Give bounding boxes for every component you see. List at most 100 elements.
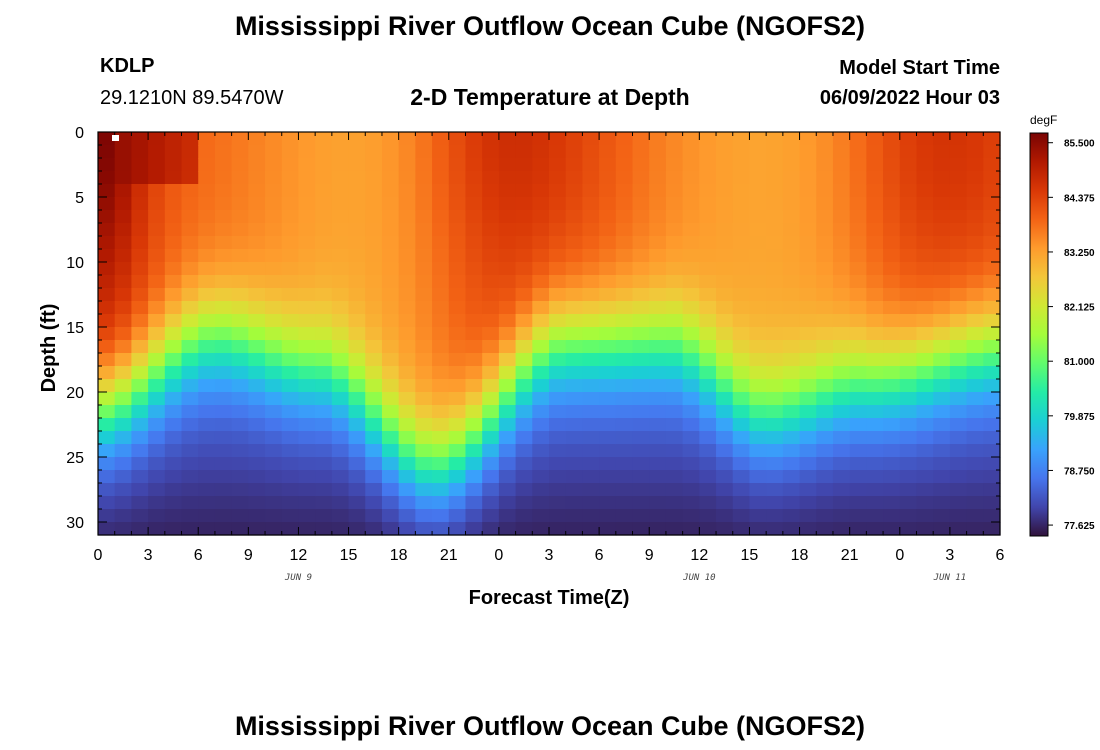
heatmap-cell (448, 405, 467, 419)
heatmap-cell (248, 470, 266, 484)
heatmap-cell (381, 145, 400, 159)
heatmap-cell (515, 236, 533, 250)
heatmap-cell (231, 314, 249, 328)
heatmap-cell (198, 288, 216, 302)
heatmap-cell (632, 275, 650, 289)
heatmap-cell (281, 210, 300, 224)
heatmap-cell (832, 301, 851, 315)
heatmap-cell (565, 132, 583, 146)
heatmap-cell (214, 340, 233, 354)
colorbar-tick-label: 81.000 (1064, 357, 1095, 368)
heatmap-cell (849, 275, 867, 289)
heatmap-cell (866, 392, 884, 406)
heatmap-cell (114, 470, 132, 484)
heatmap-cell (98, 275, 116, 289)
heatmap-cell (866, 522, 884, 536)
heatmap-cell (281, 457, 300, 471)
heatmap-cell (148, 301, 166, 315)
heatmap-cell (331, 158, 350, 172)
heatmap-cell (966, 171, 984, 185)
heatmap-cell (381, 210, 400, 224)
heatmap-cell (131, 171, 149, 185)
heatmap-cell (214, 249, 233, 263)
heatmap-cell (849, 340, 867, 354)
heatmap-cell (281, 327, 300, 341)
heatmap-cell (98, 392, 116, 406)
heatmap-cell (749, 132, 767, 146)
heatmap-cell (933, 314, 951, 328)
heatmap-cell (933, 366, 951, 380)
heatmap-cell (582, 275, 600, 289)
heatmap-cell (565, 288, 583, 302)
heatmap-cell (549, 444, 567, 458)
heatmap-cell (248, 223, 266, 237)
y-tick-label: 0 (75, 125, 84, 142)
heatmap-cell (398, 275, 416, 289)
heatmap-cell (231, 236, 249, 250)
heatmap-cell (515, 405, 533, 419)
heatmap-cell (699, 444, 717, 458)
heatmap-cell (281, 184, 300, 198)
heatmap-cell (348, 158, 366, 172)
heatmap-cell (832, 353, 851, 367)
heatmap-cell (248, 340, 266, 354)
heatmap-cell (465, 158, 483, 172)
heatmap-cell (766, 340, 784, 354)
heatmap-cell (749, 327, 767, 341)
heatmap-cell (381, 236, 400, 250)
heatmap-cell (298, 444, 316, 458)
heatmap-cell (849, 197, 867, 211)
heatmap-cell (549, 483, 567, 497)
heatmap-cell (849, 145, 867, 159)
heatmap-cell (98, 327, 116, 341)
heatmap-cell (649, 171, 667, 185)
heatmap-cell (732, 405, 751, 419)
heatmap-cell (298, 197, 316, 211)
heatmap-cell (883, 262, 901, 276)
heatmap-cell (766, 457, 784, 471)
heatmap-cell (498, 496, 517, 510)
heatmap-cell (682, 132, 700, 146)
heatmap-cell (98, 366, 116, 380)
heatmap-cell (966, 366, 984, 380)
heatmap-cell (398, 392, 416, 406)
heatmap-cell (465, 197, 483, 211)
heatmap-cell (298, 470, 316, 484)
heatmap-cell (949, 457, 968, 471)
heatmap-cell (98, 470, 116, 484)
heatmap-cell (732, 379, 751, 393)
heatmap-cell (665, 236, 684, 250)
heatmap-cell (515, 418, 533, 432)
heatmap-cell (632, 340, 650, 354)
heatmap-cell (114, 145, 132, 159)
heatmap-cell (465, 496, 483, 510)
heatmap-cell (131, 353, 149, 367)
x-date-label: JUN 9 (284, 573, 312, 583)
heatmap-cell (749, 158, 767, 172)
heatmap-cell (832, 366, 851, 380)
heatmap-cell (615, 392, 634, 406)
heatmap-cell (732, 327, 751, 341)
heatmap-cell (866, 210, 884, 224)
heatmap-cell (832, 197, 851, 211)
heatmap-cell (665, 132, 684, 146)
heatmap-cell (248, 431, 266, 445)
heatmap-cell (515, 210, 533, 224)
heatmap-cell (565, 431, 583, 445)
heatmap-cell (532, 197, 550, 211)
heatmap-cell (799, 184, 817, 198)
heatmap-cell (899, 184, 918, 198)
heatmap-cell (398, 496, 416, 510)
heatmap-cell (181, 262, 199, 276)
heatmap-cell (549, 314, 567, 328)
heatmap-cell (749, 431, 767, 445)
heatmap-cell (682, 431, 700, 445)
heatmap-cell (415, 431, 433, 445)
heatmap-cell (983, 509, 1001, 523)
heatmap-cell (983, 171, 1001, 185)
heatmap-cell (214, 418, 233, 432)
heatmap-cell (599, 392, 617, 406)
x-tick-label: 15 (741, 547, 759, 564)
heatmap-cell (131, 392, 149, 406)
heatmap-cell (899, 301, 918, 315)
